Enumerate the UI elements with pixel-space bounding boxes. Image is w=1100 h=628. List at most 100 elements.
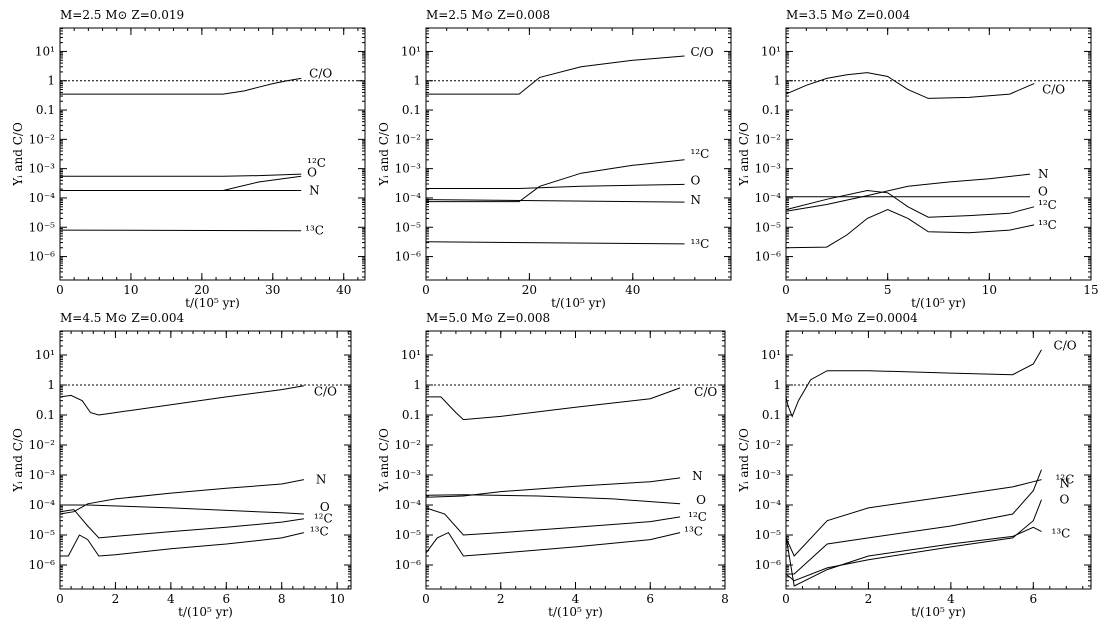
- series-line: [426, 387, 681, 421]
- series-line: [59, 509, 304, 539]
- series-label: C/O: [1042, 83, 1065, 97]
- y-tick-label: 1: [47, 74, 55, 88]
- series-line: [426, 159, 685, 203]
- series-line: [785, 189, 1035, 218]
- chart-title: M=5.0 M⊙ Z=0.008: [426, 311, 550, 325]
- x-tick-label: 8: [721, 592, 729, 606]
- y-tick-label: 10⁻³: [755, 468, 782, 482]
- y-tick-label: 10⁻³: [29, 162, 56, 176]
- series-line: [59, 385, 304, 416]
- x-tick-label: 40: [625, 283, 640, 297]
- x-tick-label: 2: [865, 592, 873, 606]
- x-tick-label: 15: [1083, 283, 1098, 297]
- series-line: [785, 479, 1042, 557]
- series-line: [59, 479, 304, 515]
- y-tick-label: 10⁻⁴: [29, 498, 56, 512]
- y-tick-label: 10⁻⁵: [395, 220, 422, 234]
- plot-frame: [425, 330, 726, 590]
- x-tick-label: 0: [782, 283, 790, 297]
- series-line: [426, 55, 685, 95]
- y-tick-label: 0.1: [36, 103, 55, 117]
- series-label: ¹³C: [684, 525, 703, 539]
- y-axis-label: Yᵢ and C/O: [377, 122, 391, 187]
- series-line: [425, 199, 685, 203]
- y-axis-label: Yᵢ and C/O: [737, 122, 751, 187]
- y-tick-label: 10⁻⁴: [395, 498, 422, 512]
- series-line: [60, 77, 302, 95]
- y-tick-label: 10¹: [761, 44, 781, 58]
- x-tick-label: 8: [278, 592, 286, 606]
- y-axis-label: Yᵢ and C/O: [11, 122, 25, 187]
- x-tick-label: 4: [572, 592, 580, 606]
- series-line: [785, 173, 1031, 212]
- y-axis-label: Yᵢ and C/O: [737, 428, 751, 493]
- series-label: O: [696, 493, 706, 507]
- y-tick-label: 10⁻⁴: [29, 191, 56, 205]
- series-label: O: [320, 500, 330, 514]
- plot-frame: [59, 330, 352, 590]
- panel-4: M=4.5 M⊙ Z=0.004 0 2 4 6 8 10 10⁻⁶ 10⁻⁵ 10⁻⁴ 10⁻³ 1…: [11, 311, 352, 619]
- y-tick-label: 10⁻⁶: [29, 250, 56, 264]
- x-tick-label: 20: [522, 283, 537, 297]
- y-tick-label: 10⁻⁶: [755, 250, 782, 264]
- y-tick-label: 10¹: [35, 44, 55, 58]
- x-axis-label: t/(10⁵ yr): [911, 296, 966, 310]
- series-label: ¹²C: [688, 510, 707, 524]
- series-label: C/O: [309, 66, 332, 80]
- y-tick-label: 10⁻³: [395, 162, 422, 176]
- series-label: C/O: [1054, 339, 1077, 353]
- series-line: [425, 477, 681, 498]
- series-line: [425, 494, 681, 505]
- y-tick-label: 1: [773, 378, 781, 392]
- y-tick-label: 10⁻⁵: [755, 220, 782, 234]
- x-tick-label: 6: [1029, 592, 1037, 606]
- series-line: [785, 499, 1042, 582]
- y-tick-label: 10⁻⁶: [395, 558, 422, 572]
- series-label: C/O: [314, 385, 337, 399]
- series-line: [785, 349, 1042, 418]
- x-axis-label: t/(10⁵ yr): [548, 605, 603, 619]
- chart-title: M=5.0 M⊙ Z=0.0004: [786, 311, 918, 325]
- x-axis-label: t/(10⁵ yr): [185, 296, 240, 310]
- x-tick-label: 0: [422, 283, 430, 297]
- series-line: [425, 241, 685, 245]
- y-tick-label: 10⁻⁵: [755, 528, 782, 542]
- series-label: O: [1060, 493, 1070, 507]
- series-label: ¹²C: [307, 156, 326, 170]
- x-tick-label: 10: [330, 592, 345, 606]
- x-tick-label: 10: [982, 283, 997, 297]
- series-label: ¹²C: [1038, 198, 1057, 212]
- series-label: N: [1060, 477, 1071, 491]
- series-label: N: [316, 473, 327, 487]
- x-tick-label: 2: [497, 592, 505, 606]
- series-label: ¹³C: [310, 525, 329, 539]
- x-tick-label: 4: [167, 592, 175, 606]
- y-tick-label: 0.1: [762, 408, 781, 422]
- series-line: [785, 209, 1035, 249]
- x-tick-label: 40: [336, 283, 351, 297]
- panel-5: M=5.0 M⊙ Z=0.008 0 2 4 6 8 10⁻⁶ 10⁻⁵ 10⁻⁴ 10⁻³ 10⁻…: [377, 311, 729, 619]
- chart-title: M=3.5 M⊙ Z=0.004: [786, 8, 911, 22]
- series-label: O: [307, 165, 317, 179]
- plot-frame: [425, 27, 732, 281]
- series-line: [59, 229, 302, 232]
- series-line: [425, 507, 681, 536]
- y-tick-label: 10¹: [761, 348, 781, 362]
- x-tick-label: 10: [123, 283, 138, 297]
- series-line: [60, 504, 304, 515]
- chart-title: M=4.5 M⊙ Z=0.004: [60, 311, 185, 325]
- series-line: [785, 526, 1042, 587]
- y-tick-label: 10⁻²: [29, 438, 56, 452]
- plot-frame: [785, 330, 1092, 590]
- y-tick-label: 10⁻⁵: [29, 528, 56, 542]
- series-label: ¹³C: [690, 237, 709, 251]
- panel-2: M=2.5 M⊙ Z=0.008 0 20 40 10⁻⁶ 10⁻⁵ 10⁻⁴ 10⁻³ 10⁻…: [377, 8, 732, 310]
- series-line: [60, 173, 302, 177]
- x-tick-label: 20: [194, 283, 209, 297]
- y-tick-label: 10⁻²: [755, 438, 782, 452]
- y-tick-label: 10⁻⁵: [395, 528, 422, 542]
- y-tick-label: 1: [413, 74, 421, 88]
- y-tick-label: 10⁻⁶: [755, 558, 782, 572]
